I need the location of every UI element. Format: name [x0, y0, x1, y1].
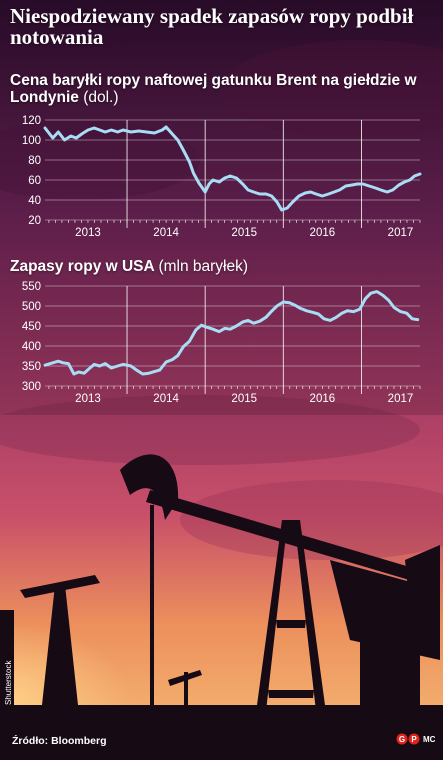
chart-1-unit: (dol.)	[83, 89, 118, 106]
y-tick-label: 500	[22, 301, 41, 313]
y-tick-label: 300	[22, 381, 41, 393]
y-tick-label: 100	[22, 135, 41, 147]
author-initials: MC	[423, 735, 435, 744]
x-tick-label: 2014	[153, 393, 179, 405]
series-line	[45, 127, 420, 210]
x-tick-label: 2013	[75, 393, 101, 405]
y-tick-label: 450	[22, 321, 41, 333]
x-tick-label: 2017	[388, 393, 414, 405]
chart-1-title-block: Cena baryłki ropy naftowej gatunku Brent…	[10, 72, 443, 106]
x-tick-label: 2016	[310, 227, 336, 239]
x-tick-label: 2014	[153, 227, 179, 239]
svg-text:G: G	[399, 735, 405, 744]
svg-text:P: P	[411, 735, 417, 744]
x-tick-label: 2017	[388, 227, 414, 239]
x-tick-label: 2015	[231, 227, 257, 239]
y-tick-label: 550	[22, 281, 41, 293]
source-note: Źródło: Bloomberg	[12, 735, 107, 747]
photo-credit: Shutterstock	[4, 661, 13, 705]
y-tick-label: 80	[28, 155, 41, 167]
y-tick-label: 350	[22, 361, 41, 373]
y-tick-label: 20	[28, 215, 41, 227]
x-tick-label: 2015	[231, 393, 257, 405]
publisher-logo-icon: G P	[396, 733, 422, 745]
y-tick-label: 60	[28, 175, 41, 187]
brent-price-chart: 120 100 80 60 40 20 2013 2014 2015 2016 2017	[0, 110, 443, 242]
page-title: Niespodziewany spadek zapasów ropy podbi…	[10, 6, 430, 48]
y-tick-label: 40	[28, 195, 41, 207]
y-tick-label: 120	[22, 115, 41, 127]
chart-1-title: Cena baryłki ropy naftowej gatunku Brent…	[10, 72, 417, 106]
y-tick-label: 400	[22, 341, 41, 353]
x-tick-label: 2013	[75, 227, 101, 239]
x-tick-label: 2016	[310, 393, 336, 405]
us-oil-stocks-chart: 550 500 450 400 350 300 2013 2014 2015 2016 2017	[0, 272, 443, 412]
